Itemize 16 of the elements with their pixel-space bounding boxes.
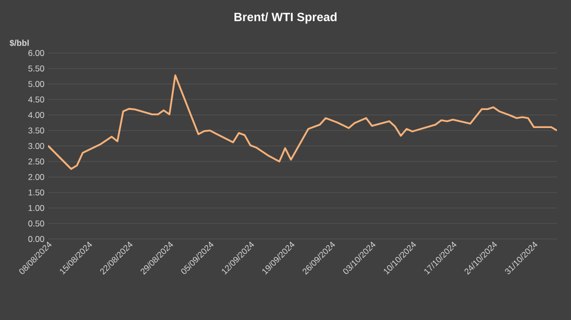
y-tick-label: 5.50: [28, 66, 44, 72]
y-axis-title: $/bbl: [10, 40, 29, 46]
y-tick-label: 6.00: [28, 50, 44, 56]
y-tick-label: 1.50: [28, 190, 44, 196]
y-tick-label: 2.50: [28, 158, 44, 164]
y-tick-label: 2.00: [28, 174, 44, 180]
y-tick-label: 0.00: [28, 236, 44, 242]
line-series: [48, 74, 557, 170]
chart-title: Brent/ WTI Spread: [234, 12, 337, 24]
y-tick-label: 4.50: [28, 96, 44, 102]
y-tick-label: 0.50: [28, 220, 44, 226]
y-tick-label: 3.00: [28, 143, 44, 149]
y-tick-label: 5.00: [28, 81, 44, 87]
y-tick-label: 1.00: [28, 205, 44, 211]
y-tick-label: 3.50: [28, 128, 44, 134]
y-tick-label: 4.00: [28, 112, 44, 118]
